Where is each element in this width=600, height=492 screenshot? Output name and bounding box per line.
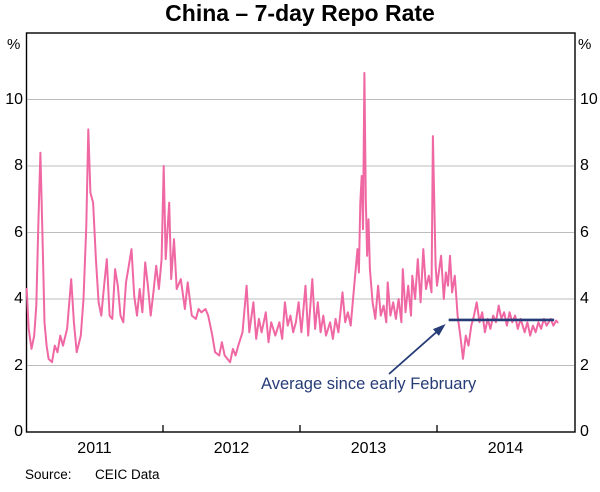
y-tick-label-right: 4 <box>580 290 589 307</box>
average-line-annotation: Average since early February <box>261 375 477 393</box>
y-tick-label-left: 8 <box>14 157 23 174</box>
x-year-label: 2013 <box>350 440 387 457</box>
plot-frame <box>25 32 576 433</box>
x-year-label: 2014 <box>487 440 524 457</box>
y-tick-label-right: 6 <box>580 223 589 241</box>
y-tick-label-left: 6 <box>14 223 23 241</box>
y-tick-label-left: 0 <box>14 423 23 440</box>
y-tick-label-right: 2 <box>580 356 589 374</box>
source-value: CEIC Data <box>95 467 160 482</box>
y-tick-label-right: 0 <box>580 423 589 440</box>
y-axis-unit-left: % <box>7 36 21 53</box>
y-tick-label-left: 10 <box>5 90 23 108</box>
y-tick-label-right: 8 <box>580 157 589 174</box>
source-label: Source: <box>25 467 72 482</box>
y-axis-unit-right: % <box>578 36 592 53</box>
annotation-arrow-head <box>432 323 446 336</box>
annotation-arrow-shaft <box>388 329 439 375</box>
x-year-label: 2012 <box>213 440 250 457</box>
y-tick-label-right: 10 <box>580 90 598 108</box>
y-tick-label-left: 2 <box>14 356 23 374</box>
repo-rate-line <box>25 71 559 364</box>
chart-title: China – 7-day Repo Rate <box>165 0 435 26</box>
x-year-label: 2011 <box>77 440 112 457</box>
y-tick-label-left: 4 <box>14 290 23 307</box>
